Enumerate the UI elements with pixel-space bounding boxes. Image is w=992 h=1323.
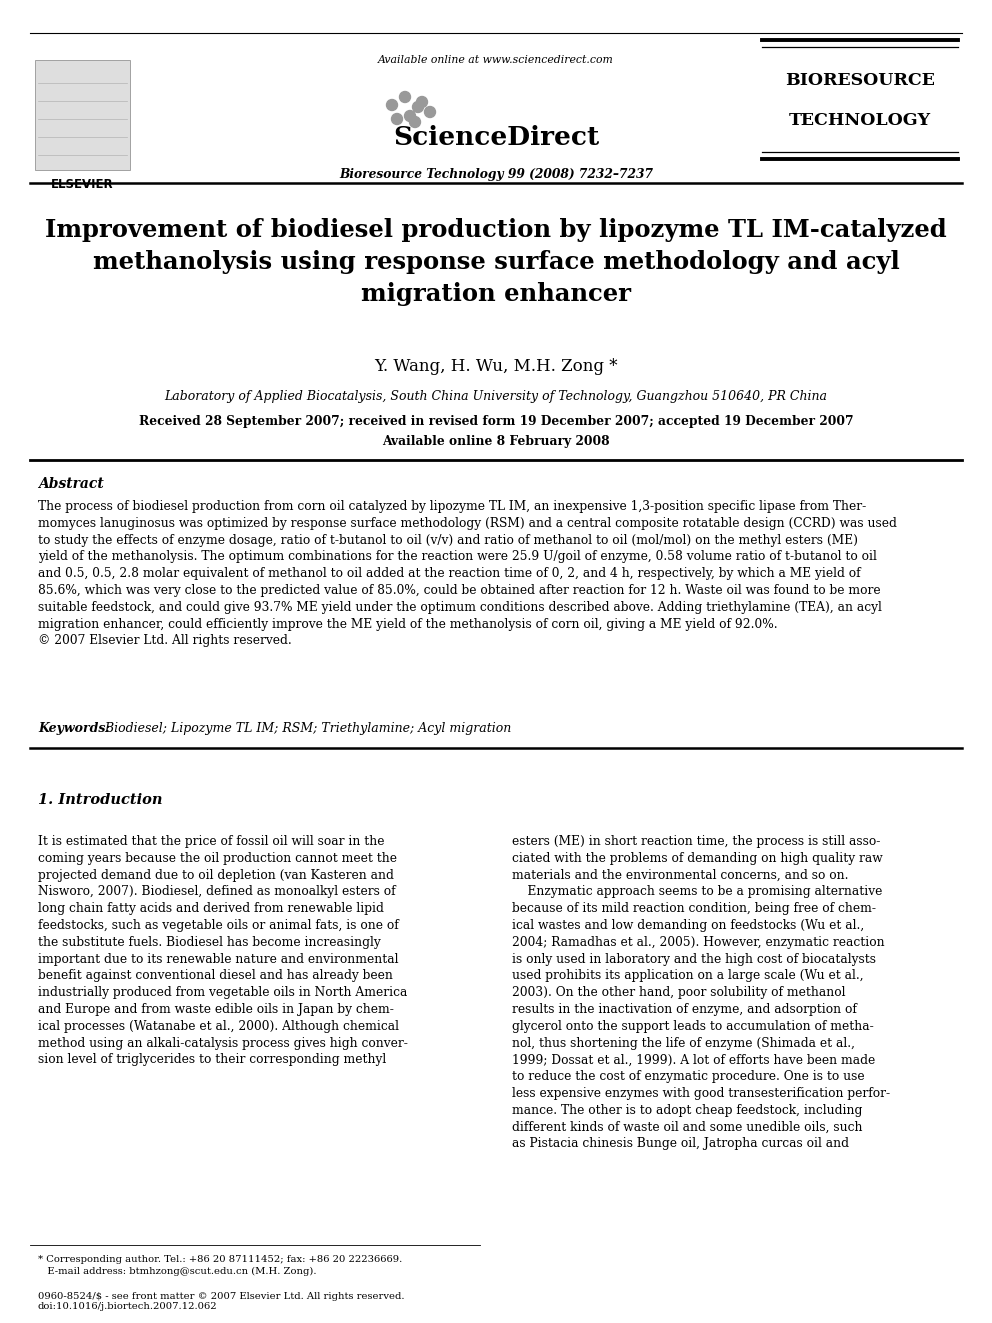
Text: BIORESOURCE: BIORESOURCE [785,71,934,89]
Text: Laboratory of Applied Biocatalysis, South China University of Technology, Guangz: Laboratory of Applied Biocatalysis, Sout… [165,390,827,404]
Text: ELSEVIER: ELSEVIER [51,179,113,191]
Circle shape [417,97,428,107]
Text: 1. Introduction: 1. Introduction [38,792,163,807]
Text: Improvement of biodiesel production by lipozyme TL IM-catalyzed
methanolysis usi: Improvement of biodiesel production by l… [45,218,947,306]
Text: * Corresponding author. Tel.: +86 20 87111452; fax: +86 20 22236669.
   E-mail a: * Corresponding author. Tel.: +86 20 871… [38,1256,402,1275]
Text: It is estimated that the price of fossil oil will soar in the
coming years becau: It is estimated that the price of fossil… [38,835,408,1066]
Text: Keywords:: Keywords: [38,722,110,736]
Bar [35,60,130,169]
Circle shape [410,116,421,127]
Text: The process of biodiesel production from corn oil catalyzed by lipozyme TL IM, a: The process of biodiesel production from… [38,500,897,647]
Text: Received 28 September 2007; received in revised form 19 December 2007; accepted : Received 28 September 2007; received in … [139,415,853,429]
Text: esters (ME) in short reaction time, the process is still asso-
ciated with the p: esters (ME) in short reaction time, the … [512,835,890,1151]
Circle shape [387,99,398,111]
Text: Available online 8 February 2008: Available online 8 February 2008 [382,435,610,448]
Circle shape [425,106,435,118]
Text: Y. Wang, H. Wu, M.H. Zong *: Y. Wang, H. Wu, M.H. Zong * [374,359,618,374]
Text: 0960-8524/$ - see front matter © 2007 Elsevier Ltd. All rights reserved.
doi:10.: 0960-8524/$ - see front matter © 2007 El… [38,1293,405,1311]
Circle shape [413,102,424,112]
Text: TECHNOLOGY: TECHNOLOGY [789,112,931,130]
Text: ScienceDirect: ScienceDirect [393,124,599,149]
Circle shape [400,91,411,102]
Circle shape [392,114,403,124]
Circle shape [405,111,416,122]
Text: Biodiesel; Lipozyme TL IM; RSM; Triethylamine; Acyl migration: Biodiesel; Lipozyme TL IM; RSM; Triethyl… [101,722,511,736]
Text: Available online at www.sciencedirect.com: Available online at www.sciencedirect.co… [378,56,614,65]
Text: Abstract: Abstract [38,478,104,491]
Text: Bioresource Technology 99 (2008) 7232–7237: Bioresource Technology 99 (2008) 7232–72… [339,168,653,181]
